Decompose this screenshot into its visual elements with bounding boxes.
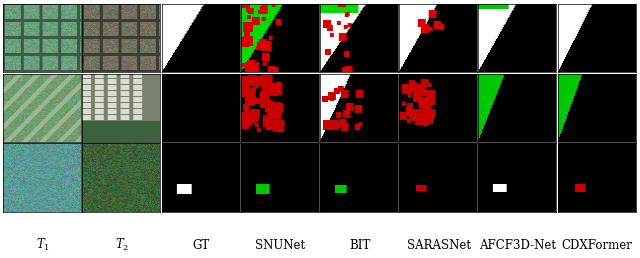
Text: SARASNet: SARASNet	[407, 239, 471, 252]
Text: BIT: BIT	[349, 239, 371, 252]
Text: $T_1$: $T_1$	[36, 237, 50, 253]
Text: CDXFormer: CDXFormer	[562, 239, 632, 252]
Text: AFCF3D-Net: AFCF3D-Net	[479, 239, 557, 252]
Text: $T_2$: $T_2$	[115, 237, 129, 253]
Text: GT: GT	[193, 239, 210, 252]
Text: SNUNet: SNUNet	[255, 239, 305, 252]
